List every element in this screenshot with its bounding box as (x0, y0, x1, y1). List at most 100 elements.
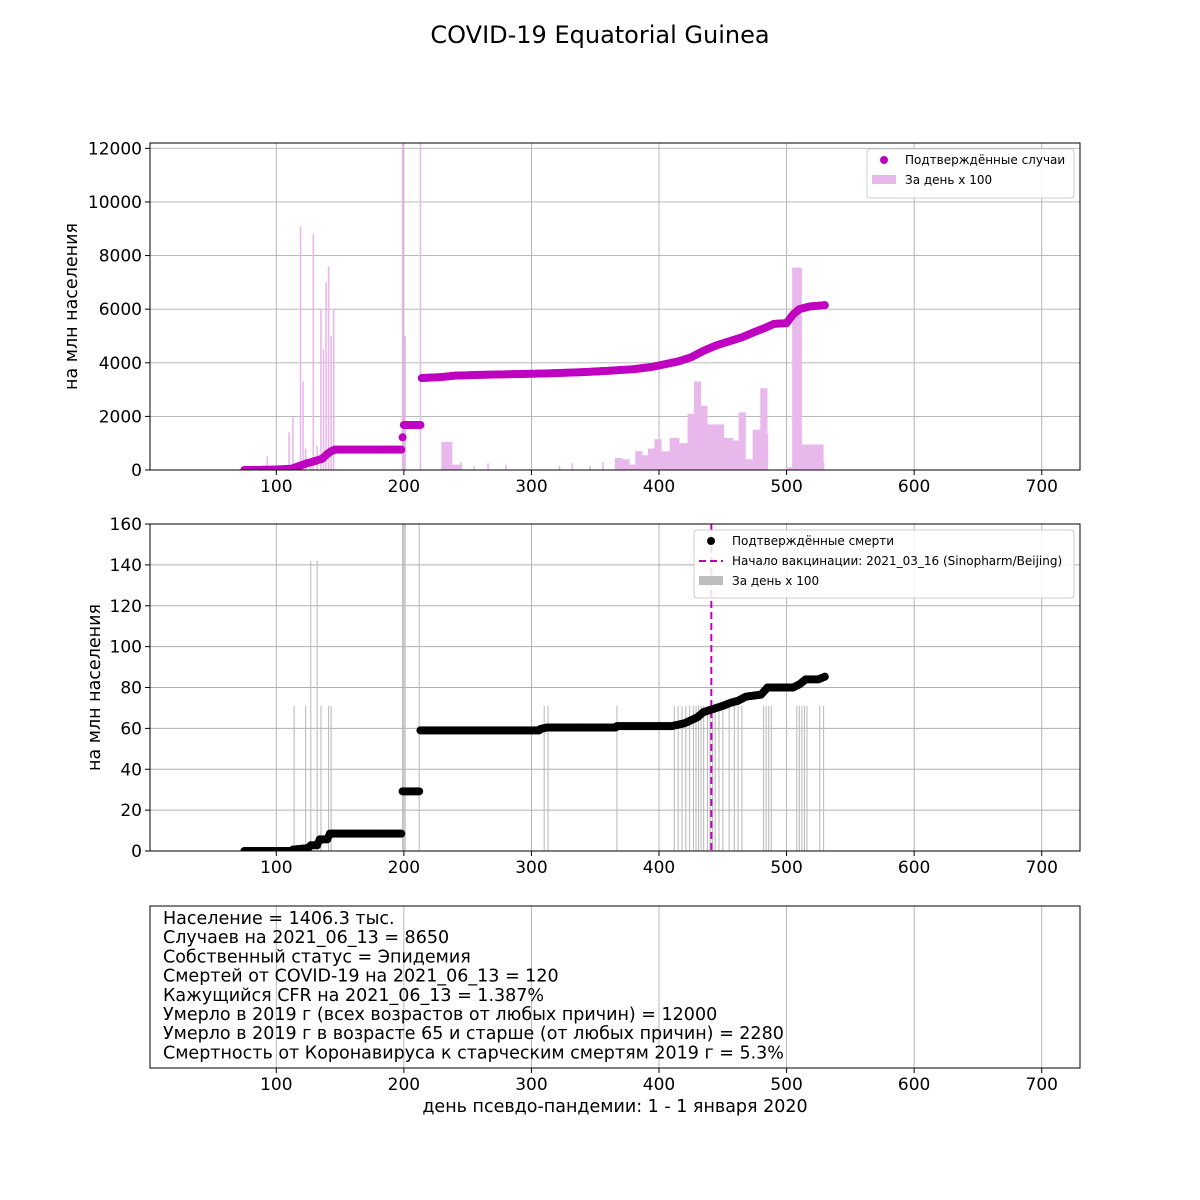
y-axis-label: на млн населения (62, 223, 82, 390)
legend-marker-bars (872, 175, 896, 184)
legend-marker-points (707, 537, 715, 545)
daily-bar-block (753, 429, 762, 470)
daily-bar (322, 349, 325, 470)
daily-bar-block (808, 444, 818, 470)
daily-bar (320, 309, 322, 470)
x-tick-label: 100 (260, 1075, 292, 1095)
daily-bar (703, 705, 705, 851)
data-point (820, 301, 829, 310)
daily-bar-block (792, 267, 802, 470)
daily-bar (763, 705, 765, 851)
daily-bar (768, 705, 770, 851)
daily-bar (689, 705, 691, 851)
data-point (416, 420, 425, 429)
daily-bar-block (733, 440, 740, 470)
x-tick-label: 400 (643, 858, 675, 878)
daily-bar (616, 705, 618, 851)
daily-bar-block (629, 464, 637, 470)
daily-bar (770, 705, 772, 851)
y-tick-label: 160 (110, 515, 142, 535)
legend-marker-points (880, 156, 888, 164)
daily-bar (402, 524, 404, 851)
daily-bar (765, 705, 767, 851)
y-tick-label: 0 (131, 842, 142, 862)
daily-bar (543, 705, 545, 851)
daily-bar (733, 705, 735, 851)
daily-bar (806, 705, 808, 851)
x-tick-label: 100 (260, 858, 292, 878)
daily-bar (698, 705, 700, 851)
y-tick-label: 2000 (99, 407, 142, 427)
daily-bar (288, 432, 290, 470)
daily-bar (327, 266, 330, 470)
data-point-fill (398, 433, 407, 442)
daily-bar-block (648, 448, 656, 470)
x-tick-label: 200 (388, 477, 420, 497)
daily-bar (302, 381, 304, 470)
y-tick-label: 4000 (99, 354, 142, 374)
daily-bar (722, 705, 724, 851)
daily-bar (718, 705, 720, 851)
daily-bar-block (679, 443, 689, 470)
x-tick-label: 500 (770, 1075, 802, 1095)
y-tick-label: 12000 (88, 139, 142, 159)
daily-bar (737, 705, 739, 851)
daily-bar (332, 309, 335, 470)
daily-bar (330, 335, 332, 470)
daily-bar (404, 524, 406, 851)
data-point (415, 787, 424, 796)
legend-box (866, 148, 1075, 199)
daily-bar-block (724, 437, 734, 470)
daily-bar (505, 464, 507, 470)
data-point (397, 445, 406, 454)
daily-bar (741, 705, 743, 851)
daily-bar-block (642, 455, 649, 470)
daily-bar (709, 705, 711, 851)
legend-label-vaccination: Начало вакцинации: 2021_03_16 (Sinopharm… (732, 554, 1062, 568)
data-point (820, 672, 829, 681)
y-tick-label: 8000 (99, 247, 142, 267)
cases-panel: Подтверждённые случаи За день x 100 100 200… (62, 139, 1081, 497)
x-tick-label: 200 (388, 858, 420, 878)
daily-bar (292, 416, 294, 470)
x-tick-label: 400 (643, 1075, 675, 1095)
daily-bar (706, 705, 709, 851)
daily-bar (293, 705, 295, 851)
daily-bar (404, 335, 406, 470)
legend-label-points: Подтверждённые случаи (905, 153, 1065, 167)
deaths-panel: Подтверждённые смерти Начало вакцинации: … (85, 515, 1081, 878)
info-line: Умерло в 2019 г (всех возрастов от любых… (163, 1005, 717, 1025)
y-tick-label: 60 (120, 719, 142, 739)
x-tick-label: 100 (260, 477, 292, 497)
daily-bar (441, 441, 443, 470)
x-tick-label: 600 (898, 858, 930, 878)
daily-bar (487, 463, 489, 470)
daily-bar (325, 282, 327, 470)
daily-bar-block (801, 444, 809, 470)
info-line: Смертей от COVID-19 на 2021_06_13 = 120 (163, 967, 559, 987)
daily-bar (558, 465, 561, 470)
plot-area (240, 524, 829, 851)
daily-bar (728, 705, 730, 851)
daily-bar-block (636, 451, 643, 470)
daily-bar (589, 465, 591, 470)
data-point (397, 829, 406, 838)
daily-bar (299, 226, 302, 470)
daily-bar-block (715, 424, 725, 470)
daily-bar (316, 560, 318, 851)
legend-label-bars: За день x 100 (905, 173, 992, 187)
daily-bar (418, 524, 420, 851)
daily-bar-block (817, 444, 824, 470)
daily-bar (305, 705, 307, 851)
daily-bar (266, 456, 269, 470)
y-tick-label: 140 (110, 556, 142, 576)
daily-bar (330, 705, 332, 851)
x-tick-label: 300 (515, 1075, 547, 1095)
daily-bar (602, 461, 604, 470)
daily-bar (677, 705, 679, 851)
daily-bar (419, 143, 422, 470)
daily-bar (304, 448, 307, 470)
daily-bar (673, 705, 675, 851)
